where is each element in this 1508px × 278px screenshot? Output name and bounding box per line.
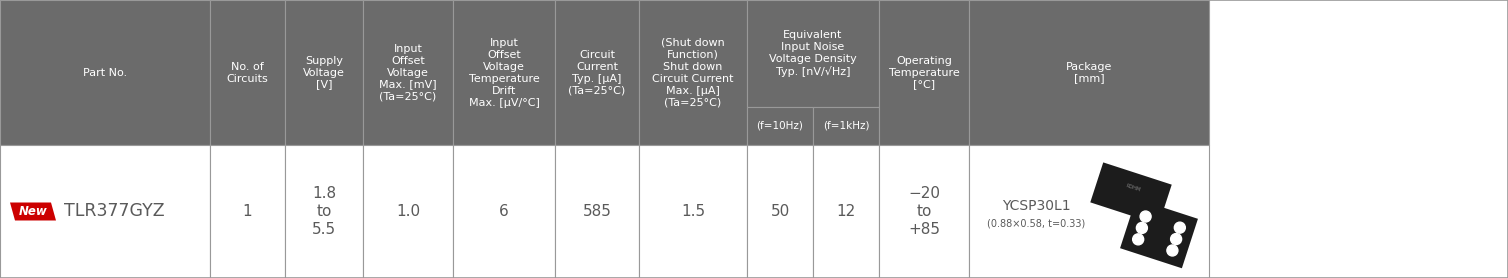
Bar [285,145,363,278]
Text: (Shut down
Function)
Shut down
Circuit Current
Max. [μA]
(Ta=25°C): (Shut down Function) Shut down Circuit C… [653,38,734,108]
Text: YCSP30L1: YCSP30L1 [1001,198,1071,212]
Bar [639,0,746,145]
Polygon shape [1090,162,1172,225]
Text: No. of
Circuits: No. of Circuits [226,61,268,83]
Bar [363,0,452,145]
Bar [363,145,452,278]
Bar [210,145,285,278]
Text: 12: 12 [837,204,855,219]
Text: Equivalent
Input Noise
Voltage Density
Typ. [nV/√Hz]: Equivalent Input Noise Voltage Density T… [769,30,857,77]
Circle shape [1137,222,1148,234]
Bar [746,145,813,278]
Circle shape [1167,245,1178,256]
Text: New: New [18,205,47,218]
Text: Supply
Voltage
[V]: Supply Voltage [V] [303,56,345,90]
Text: 1.0: 1.0 [397,204,421,219]
Bar [813,107,879,145]
Text: Operating
Temperature
[°C]: Operating Temperature [°C] [888,56,959,90]
Text: Input
Offset
Voltage
Max. [mV]
(Ta=25°C): Input Offset Voltage Max. [mV] (Ta=25°C) [379,43,437,101]
Text: (0.88×0.58, t=0.33): (0.88×0.58, t=0.33) [988,219,1086,229]
Bar [879,0,970,145]
Bar [746,0,879,107]
Text: 1.8
to
5.5: 1.8 to 5.5 [312,186,336,237]
Text: −20
to
+85: −20 to +85 [908,186,939,237]
Text: 6: 6 [499,204,508,219]
Text: Part No.: Part No. [83,68,127,78]
Circle shape [1133,234,1143,245]
Text: 1.5: 1.5 [682,204,706,219]
Text: 50: 50 [771,204,790,219]
Bar [879,145,970,278]
Bar [210,0,285,145]
Text: Package
[mm]: Package [mm] [1066,61,1113,83]
Text: TLR377GYZ: TLR377GYZ [63,202,164,220]
Bar [0,0,210,145]
Bar [452,145,555,278]
Bar [285,0,363,145]
Text: (f=1kHz): (f=1kHz) [823,121,869,131]
Bar [746,107,813,145]
Bar [452,0,555,145]
Text: 585: 585 [582,204,611,219]
Bar [639,145,746,278]
Text: (f=10Hz): (f=10Hz) [757,121,804,131]
Text: Circuit
Current
Typ. [μA]
(Ta=25°C): Circuit Current Typ. [μA] (Ta=25°C) [569,49,626,96]
Circle shape [1140,211,1151,222]
Bar [813,145,879,278]
Circle shape [1170,234,1182,245]
Text: 1: 1 [243,204,252,219]
Text: Input
Offset
Voltage
Temperature
Drift
Max. [μV/°C]: Input Offset Voltage Temperature Drift M… [469,38,540,108]
Bar [0,145,210,278]
Bar [555,145,639,278]
Text: ROHM: ROHM [1125,183,1142,192]
Bar [970,145,1209,278]
Bar [555,0,639,145]
Bar [970,0,1209,145]
Polygon shape [11,202,56,220]
Polygon shape [1120,199,1197,268]
Circle shape [1175,222,1185,233]
